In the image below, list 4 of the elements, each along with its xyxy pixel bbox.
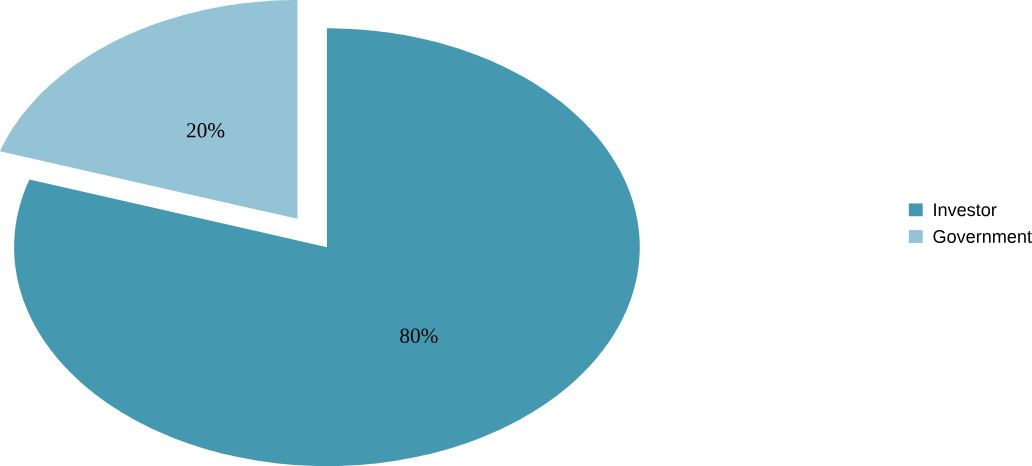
data-label: 20%	[187, 123, 225, 138]
data-label: 80%	[400, 328, 438, 343]
legend-label: Government	[933, 230, 1032, 243]
legend-label: Investor	[934, 203, 997, 217]
